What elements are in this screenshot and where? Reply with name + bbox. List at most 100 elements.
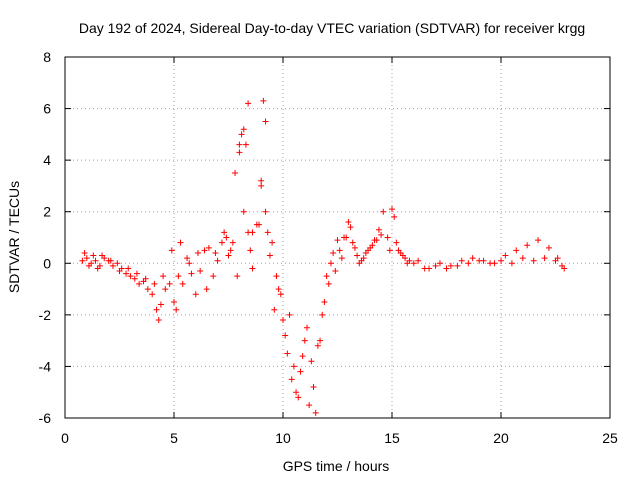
data-point bbox=[258, 177, 265, 184]
data-point bbox=[356, 260, 363, 267]
data-point bbox=[545, 244, 552, 251]
data-point bbox=[426, 265, 433, 272]
data-point bbox=[269, 239, 276, 246]
data-point bbox=[286, 311, 293, 318]
series-1 bbox=[79, 97, 566, 409]
data-point bbox=[240, 126, 247, 133]
data-point bbox=[136, 280, 143, 287]
x-tick-label: 5 bbox=[170, 430, 178, 446]
data-point bbox=[275, 286, 282, 293]
data-point bbox=[249, 229, 256, 236]
data-point bbox=[317, 337, 324, 344]
data-point bbox=[127, 273, 134, 280]
data-point bbox=[389, 206, 395, 213]
data-point bbox=[225, 252, 232, 259]
data-point bbox=[386, 247, 393, 254]
data-point bbox=[319, 311, 326, 318]
data-point bbox=[351, 244, 358, 251]
y-tick-label: 6 bbox=[43, 101, 51, 117]
data-point bbox=[404, 260, 411, 267]
data-point bbox=[210, 273, 217, 280]
data-point bbox=[530, 257, 537, 264]
data-point bbox=[458, 257, 465, 264]
data-point bbox=[306, 402, 313, 409]
data-point bbox=[157, 301, 164, 308]
data-point bbox=[271, 306, 278, 313]
data-point bbox=[284, 350, 291, 357]
data-point bbox=[236, 141, 243, 148]
data-point bbox=[491, 260, 498, 267]
data-point bbox=[133, 270, 140, 277]
data-point bbox=[338, 255, 345, 262]
grid-layer bbox=[65, 57, 610, 418]
y-tick-label: -2 bbox=[39, 307, 52, 323]
data-point bbox=[160, 273, 167, 280]
data-point bbox=[323, 273, 330, 280]
data-point bbox=[524, 242, 531, 249]
y-tick-label: 0 bbox=[43, 255, 51, 271]
y-tick-label: -6 bbox=[39, 410, 52, 426]
data-point bbox=[535, 237, 542, 244]
data-point bbox=[314, 342, 321, 349]
data-point bbox=[236, 149, 243, 156]
data-point bbox=[192, 291, 199, 298]
data-point bbox=[166, 280, 173, 287]
data-point bbox=[502, 252, 509, 259]
data-point bbox=[232, 170, 239, 177]
data-point bbox=[513, 247, 520, 254]
data-point bbox=[142, 275, 149, 282]
data-point bbox=[297, 368, 304, 375]
data-point bbox=[415, 257, 422, 264]
data-point bbox=[325, 280, 332, 287]
data-point bbox=[391, 213, 398, 220]
y-tick-label: -4 bbox=[39, 358, 52, 374]
data-point bbox=[175, 273, 182, 280]
data-point bbox=[410, 260, 417, 267]
data-point bbox=[240, 208, 247, 215]
data-point bbox=[242, 141, 249, 148]
data-point bbox=[264, 229, 271, 236]
data-point bbox=[203, 286, 210, 293]
data-point bbox=[92, 257, 99, 264]
data-point bbox=[541, 255, 548, 262]
data-point bbox=[273, 273, 280, 280]
chart-title: Day 192 of 2024, Sidereal Day-to-day VTE… bbox=[79, 20, 585, 36]
data-point bbox=[347, 224, 354, 231]
data-point bbox=[221, 229, 228, 236]
data-point bbox=[171, 298, 177, 305]
data-point bbox=[384, 234, 391, 241]
x-tick-label: 0 bbox=[61, 430, 69, 446]
data-point bbox=[173, 306, 180, 313]
data-point bbox=[469, 255, 476, 262]
data-point bbox=[395, 247, 402, 254]
data-point bbox=[554, 255, 561, 262]
axes: 0 5 10 15 20 25 -6 -4 -2 0 2 4 6 8 bbox=[39, 49, 618, 446]
data-point bbox=[327, 260, 334, 267]
data-point bbox=[179, 280, 186, 287]
data-point bbox=[168, 247, 175, 254]
data-point bbox=[393, 239, 400, 246]
data-point bbox=[262, 208, 269, 215]
data-point bbox=[330, 249, 337, 256]
data-point bbox=[301, 337, 308, 344]
plot-frame bbox=[64, 56, 611, 419]
data-point bbox=[249, 265, 256, 272]
data-point bbox=[354, 252, 361, 259]
data-point bbox=[194, 249, 201, 256]
data-point bbox=[90, 252, 97, 259]
data-point bbox=[94, 265, 101, 272]
data-point bbox=[85, 262, 92, 269]
data-point bbox=[153, 306, 160, 313]
data-point bbox=[399, 252, 406, 259]
x-tick-label: 25 bbox=[602, 430, 618, 446]
data-point bbox=[308, 358, 315, 365]
data-point bbox=[299, 353, 306, 360]
data-point bbox=[227, 247, 234, 254]
data-point bbox=[369, 242, 376, 249]
data-point bbox=[155, 317, 162, 324]
y-tick-label: 2 bbox=[43, 204, 51, 220]
data-point bbox=[162, 286, 169, 293]
data-point bbox=[303, 324, 310, 331]
